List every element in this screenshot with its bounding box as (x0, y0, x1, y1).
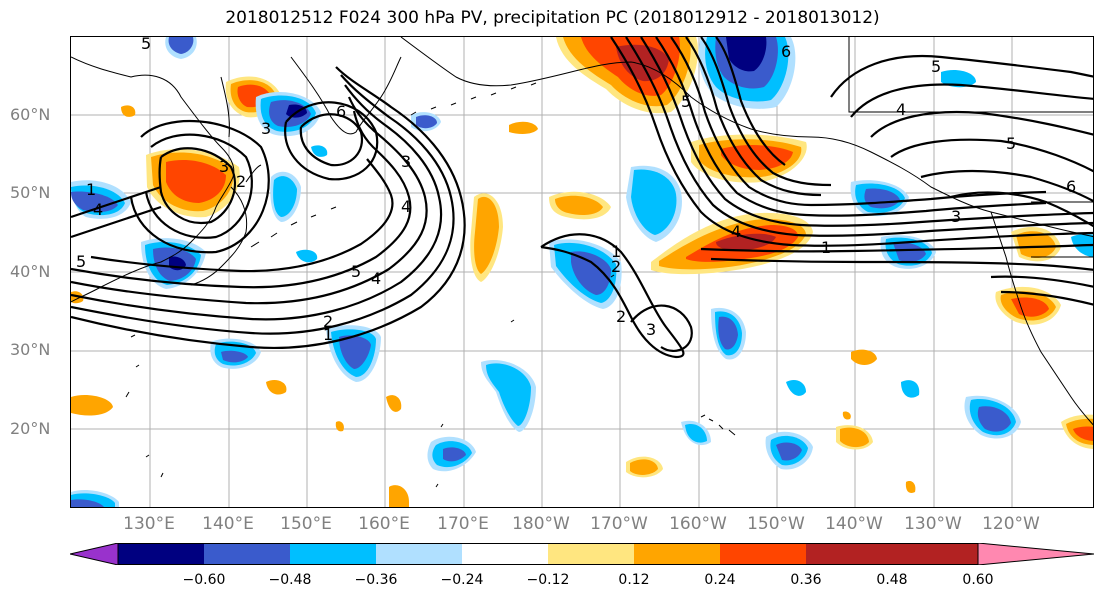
lon-label-150w: 150°W (747, 514, 805, 534)
lat-label-40n: 40°N (10, 262, 51, 281)
contour-label: 1 (821, 238, 831, 257)
contour-label: 6 (781, 42, 791, 61)
colorbar-bin (462, 543, 548, 565)
lon-label-160w: 160°W (669, 514, 727, 534)
colorbar-tick: −0.12 (526, 572, 570, 588)
colorbar-bin (548, 543, 634, 565)
colorbar-tick: −0.60 (182, 572, 226, 588)
lat-label-30n: 30°N (10, 340, 51, 359)
lon-label-170w: 170°W (590, 514, 648, 534)
contour-label: 4 (731, 222, 741, 241)
lat-label-20n: 20°N (10, 419, 51, 438)
contour-label: 2 (616, 307, 626, 326)
colorbar-tick: −0.48 (268, 572, 312, 588)
contour-label: 3 (401, 152, 411, 171)
pv-contours (71, 37, 1093, 359)
lon-label-140w: 140°W (825, 514, 883, 534)
colorbar-tick: 0.24 (704, 572, 736, 588)
lon-label-160e: 160°E (358, 514, 410, 534)
lon-label-130w: 130°W (904, 514, 962, 534)
contour-label: 3 (951, 207, 961, 226)
map-title: 2018012512 F024 300 hPa PV, precipitatio… (225, 8, 880, 28)
contour-label: 2 (323, 312, 333, 331)
contour-label: 3 (261, 119, 271, 138)
contour-labels: 1 2 3 4 5 6 4 5 3 2 1 3 4 5 6 5 4 3 1 2 … (76, 37, 1076, 344)
contour-label: 1 (323, 325, 333, 344)
colorbar-bin (634, 543, 720, 565)
contour-label: 6 (336, 102, 346, 121)
contour-label: 1 (86, 180, 96, 199)
contour-label: 5 (681, 92, 691, 111)
colorbar-bin (892, 543, 978, 565)
contour-label: 4 (371, 269, 381, 288)
lon-label-140e: 140°E (202, 514, 254, 534)
contour-label: 4 (93, 200, 103, 219)
contour-label: 6 (1066, 177, 1076, 196)
lon-label-150e: 150°E (280, 514, 332, 534)
colorbar-bin (720, 543, 806, 565)
colorbar-bin (118, 543, 204, 565)
colorbar-extend-low (70, 543, 119, 565)
colorbar-tick: 0.60 (962, 572, 994, 588)
contour-label: 5 (1006, 134, 1016, 153)
colorbar-bin (204, 543, 290, 565)
contour-label: 3 (646, 320, 656, 339)
map-panel: 1 2 3 4 5 6 4 5 3 2 1 3 4 5 6 5 4 3 1 2 … (70, 36, 1094, 508)
contour-label: 5 (141, 37, 151, 53)
precip-negative-areas (71, 37, 1093, 507)
contour-label: 2 (611, 257, 621, 276)
colorbar-tick: −0.24 (440, 572, 484, 588)
colorbar-bin (806, 543, 892, 565)
map-canvas: 1 2 3 4 5 6 4 5 3 2 1 3 4 5 6 5 4 3 1 2 … (71, 37, 1093, 507)
lat-label-50n: 50°N (10, 183, 51, 202)
lat-label-60n: 60°N (10, 105, 51, 124)
coastlines (71, 37, 1093, 488)
contour-label: 5 (76, 252, 86, 271)
colorbar-bin (290, 543, 376, 565)
colorbar (70, 543, 1094, 565)
contour-label: 4 (896, 100, 906, 119)
colorbar-tick: 0.48 (876, 572, 908, 588)
contour-label: 4 (401, 197, 411, 216)
lon-label-120w: 120°W (982, 514, 1040, 534)
colorbar-bin (376, 543, 462, 565)
contour-label: 3 (219, 157, 229, 176)
contour-label: 2 (236, 172, 246, 191)
lon-label-180w: 180°W (512, 514, 570, 534)
lon-label-170e: 170°E (437, 514, 489, 534)
colorbar-tick: 0.36 (790, 572, 822, 588)
colorbar-tick: −0.36 (354, 572, 398, 588)
contour-label: 1 (611, 242, 621, 261)
colorbar-tick: 0.12 (618, 572, 650, 588)
contour-label: 5 (351, 262, 361, 281)
contour-label: 5 (931, 57, 941, 76)
colorbar-extend-high (977, 543, 1094, 565)
lon-label-130e: 130°E (123, 514, 175, 534)
